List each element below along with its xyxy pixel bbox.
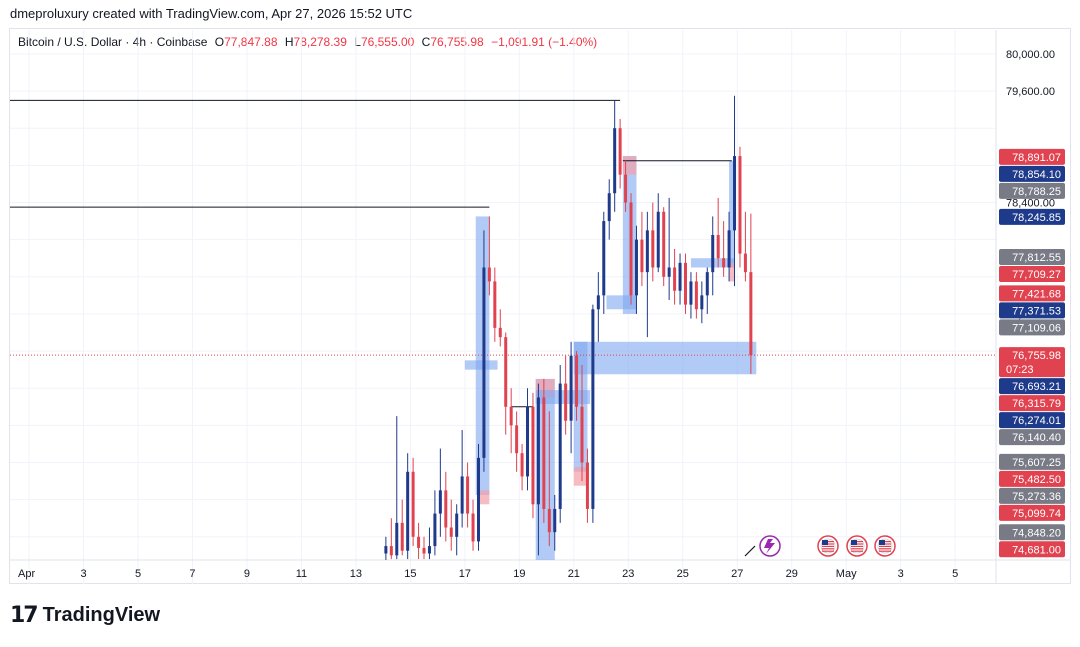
- open-value: 77,847.88: [224, 35, 278, 49]
- close-label: C: [421, 35, 431, 49]
- high-label: H: [284, 35, 294, 49]
- symbol-title[interactable]: Bitcoin / U.S. Dollar · 4h · Coinbase: [18, 35, 208, 49]
- tradingview-logo[interactable]: 17 TradingView: [10, 603, 160, 628]
- chart-frame: [9, 28, 1071, 584]
- close-value: 76,755.98: [430, 35, 484, 49]
- ohlc-legend: Bitcoin / U.S. Dollar · 4h · Coinbase O7…: [18, 35, 597, 49]
- tv-logo-wordmark: TradingView: [42, 604, 161, 626]
- high-value: 78,278.39: [293, 35, 347, 49]
- low-label: L: [354, 35, 361, 49]
- tv-logo-icon: 17: [10, 603, 39, 628]
- change-value: −1,091.91 (−1.40%): [491, 35, 598, 49]
- low-value: 76,555.00: [360, 35, 415, 49]
- open-label: O: [214, 35, 225, 49]
- attribution-header: dmeproluxury created with TradingView.co…: [10, 6, 413, 21]
